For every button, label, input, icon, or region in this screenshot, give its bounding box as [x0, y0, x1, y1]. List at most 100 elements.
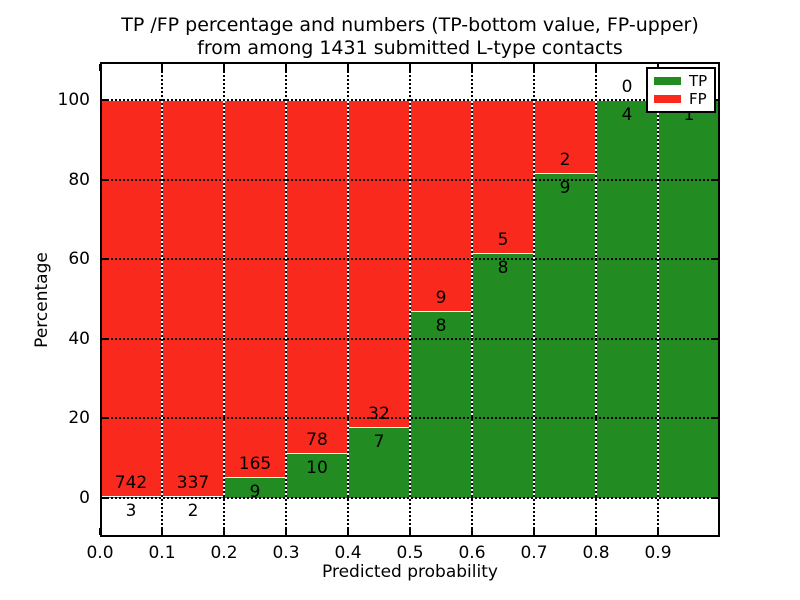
axis-tick: [99, 528, 101, 535]
bar-count-label-tp: 10: [306, 457, 328, 478]
axis-tick: [595, 64, 597, 71]
y-tick-label: 60: [68, 249, 90, 270]
chart-title-line-2: from among 1431 submitted L-type contact…: [197, 37, 623, 59]
bar-segment-fp: [535, 100, 595, 173]
bar-segment-tp: [597, 100, 657, 498]
gridline-vertical: [285, 62, 287, 537]
bar-segment-tp: [287, 452, 347, 498]
x-tick-label: 0.0: [86, 543, 114, 563]
gridline-vertical: [657, 62, 659, 537]
bar-count-label-tp: 4: [621, 105, 633, 126]
bar-count-label-tp: 7: [373, 431, 385, 452]
gridline-vertical: [223, 62, 225, 537]
x-tick-label: 0.2: [210, 543, 238, 563]
x-tick-label: 0.7: [520, 543, 548, 563]
gridline-vertical: [347, 62, 349, 537]
axis-tick: [102, 178, 109, 181]
axis-tick: [409, 528, 411, 535]
legend-label-fp: FP: [689, 89, 707, 108]
bar-segment-tp: [535, 172, 595, 498]
bar-count-label-fp: 742: [114, 473, 148, 494]
axis-tick: [409, 64, 411, 71]
legend-swatch-tp: [654, 77, 681, 85]
gridline-vertical: [161, 62, 163, 537]
axis-tick: [161, 64, 163, 71]
bar-segment-fp: [101, 100, 161, 497]
bar-count-label-fp: 0: [621, 77, 633, 98]
axis-tick: [533, 528, 535, 535]
axis-tick: [102, 497, 109, 499]
legend-swatch-fp: [654, 95, 681, 103]
plot-area: 742 3 337 2 165 9 78 10 32 7 9 8 5 8 2 9 0 4 1: [99, 62, 720, 537]
axis-tick: [102, 258, 109, 261]
bar-segment-tp: [349, 426, 409, 498]
x-axis-label: Predicted probability: [322, 562, 498, 582]
bar-count-label-tp: 2: [187, 500, 199, 521]
bar-count-label-tp: 8: [435, 315, 447, 336]
bar-segment-fp: [411, 100, 471, 311]
x-tick-label: 0.1: [148, 543, 176, 563]
bar-segment-tp: [163, 495, 223, 498]
bar-segment-fp: [225, 100, 285, 478]
bar-segment-fp: [287, 100, 347, 453]
axis-tick: [285, 64, 287, 71]
bar-count-label-fp: 165: [238, 454, 272, 475]
bar-count-label-tp: 1: [683, 105, 695, 126]
axis-tick: [533, 64, 535, 71]
legend-entry-tp: TP: [654, 71, 708, 90]
x-tick-label: 0.3: [272, 543, 300, 563]
axis-tick: [595, 528, 597, 535]
bar-count-label-fp: 32: [368, 403, 390, 424]
axis-tick: [102, 99, 109, 102]
bar-count-label-tp: 3: [125, 501, 137, 522]
axis-tick: [711, 178, 718, 181]
bar-count-label-tp: 9: [559, 177, 571, 198]
axis-tick: [285, 528, 287, 535]
chart-title: TP /FP percentage and numbers (TP-bottom…: [100, 14, 720, 60]
x-tick-label: 0.6: [458, 543, 486, 563]
y-tick-label: 20: [68, 408, 90, 429]
axis-tick: [102, 417, 109, 420]
axis-tick: [347, 528, 349, 535]
bar-segment-tp: [659, 100, 719, 498]
gridline-vertical: [409, 62, 411, 537]
axis-tick: [657, 528, 659, 535]
bar-segment-tp: [225, 477, 285, 498]
bar-count-label-fp: 78: [306, 429, 328, 450]
bar-count-label-tp: 8: [497, 258, 509, 279]
bar-segment-tp: [411, 310, 471, 498]
chart-title-line-1: TP /FP percentage and numbers (TP-bottom…: [121, 14, 699, 36]
bar-count-label-tp: 9: [249, 482, 261, 503]
y-tick-label: 40: [68, 328, 90, 349]
gridline-vertical: [595, 62, 597, 537]
legend-entry-fp: FP: [654, 89, 708, 108]
y-tick-label: 100: [57, 90, 90, 111]
axis-tick: [102, 337, 109, 340]
x-tick-label: 0.8: [582, 543, 610, 563]
axis-tick: [711, 417, 718, 420]
gridline-vertical: [471, 62, 473, 537]
x-tick-label: 0.5: [396, 543, 424, 563]
axis-tick: [711, 337, 718, 340]
bar-segment-tp: [473, 253, 533, 498]
axis-tick: [99, 64, 101, 71]
axis-tick: [711, 258, 718, 261]
legend: TP FP: [646, 67, 716, 113]
bar-count-label-fp: 337: [176, 472, 210, 493]
x-tick-label: 0.4: [334, 543, 362, 563]
gridline-vertical: [533, 62, 535, 537]
axis-tick: [471, 528, 473, 535]
axis-tick: [471, 64, 473, 71]
y-tick-label: 0: [79, 488, 90, 508]
bar-count-label-fp: 9: [435, 287, 447, 308]
bar-segment-fp: [163, 100, 223, 496]
axis-tick: [223, 64, 225, 71]
bar-count-label-fp: 5: [497, 230, 509, 251]
bar-segment-fp: [349, 100, 409, 427]
axis-tick: [223, 528, 225, 535]
axis-tick: [161, 528, 163, 535]
legend-label-tp: TP: [689, 71, 708, 90]
bar-segment-fp: [473, 100, 533, 254]
axis-tick: [347, 64, 349, 71]
